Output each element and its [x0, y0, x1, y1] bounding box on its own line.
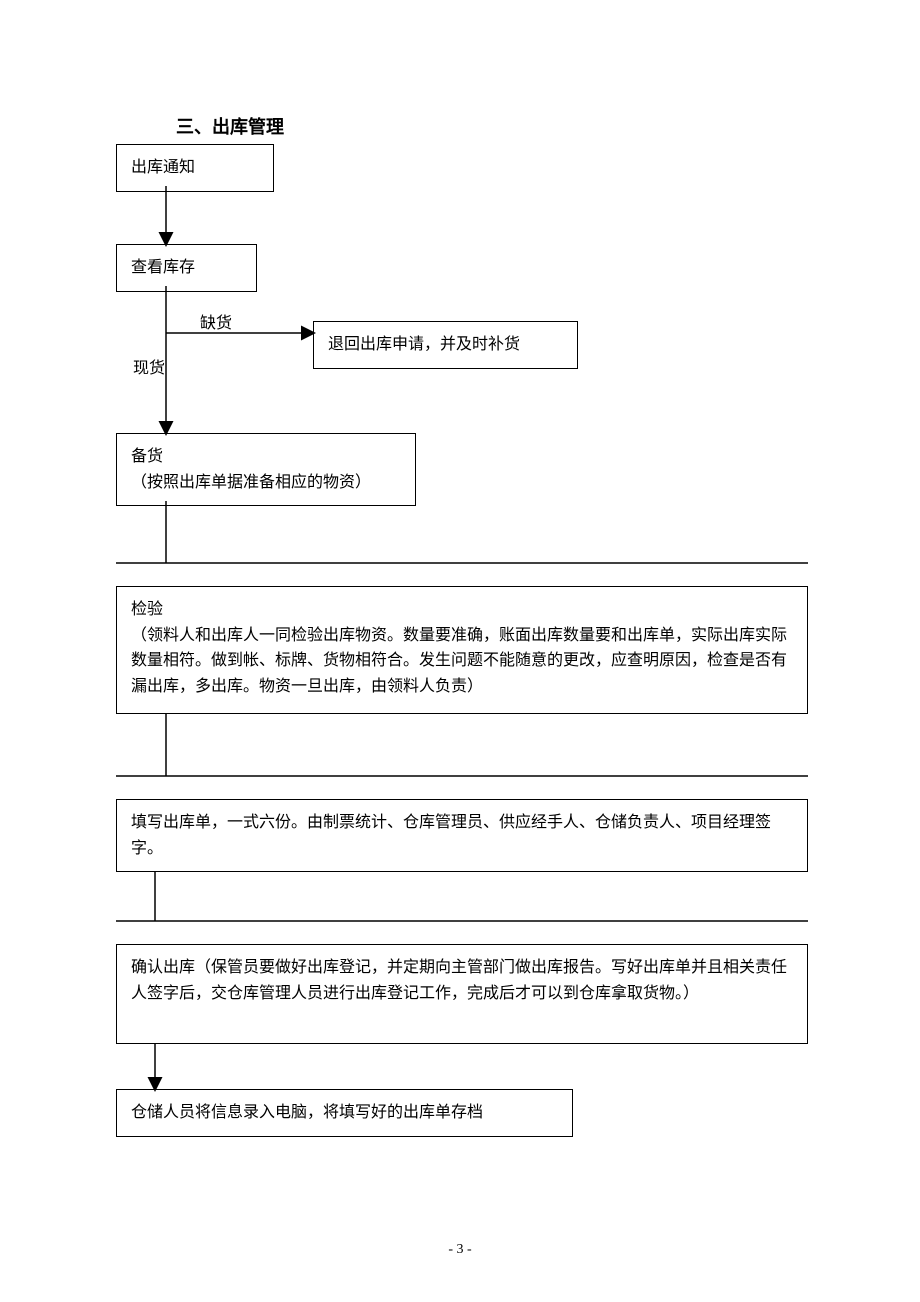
node-line2: （领料人和出库人一同检验出库物资。数量要准确，账面出库数量要和出库单，实际出库实… — [131, 627, 787, 695]
node-confirm-outbound: 确认出库（保管员要做好出库登记，并定期向主管部门做出库报告。写好出库单并且相关责… — [116, 944, 808, 1044]
node-text: 仓储人员将信息录入电脑，将填写好的出库单存档 — [131, 1104, 483, 1121]
node-label: 查看库存 — [131, 259, 195, 276]
node-prepare-goods: 备货 （按照出库单据准备相应的物资） — [116, 433, 416, 506]
node-line1: 检验 — [131, 601, 163, 618]
page-number: - 3 - — [448, 1242, 471, 1258]
node-text: 确认出库（保管员要做好出库登记，并定期向主管部门做出库报告。写好出库单并且相关责… — [131, 959, 787, 1002]
node-return-request: 退回出库申请，并及时补货 — [313, 321, 578, 369]
node-outbound-notice: 出库通知 — [116, 144, 274, 192]
node-text: 填写出库单，一式六份。由制票统计、仓库管理员、供应经手人、仓储负责人、项目经理签… — [131, 814, 771, 857]
node-label: 出库通知 — [131, 159, 195, 176]
node-check-stock: 查看库存 — [116, 244, 257, 292]
node-archive: 仓储人员将信息录入电脑，将填写好的出库单存档 — [116, 1089, 573, 1137]
node-label: 退回出库申请，并及时补货 — [328, 336, 520, 353]
node-inspection: 检验 （领料人和出库人一同检验出库物资。数量要准确，账面出库数量要和出库单，实际… — [116, 586, 808, 714]
node-fill-form: 填写出库单，一式六份。由制票统计、仓库管理员、供应经手人、仓储负责人、项目经理签… — [116, 799, 808, 872]
edge-label-instock: 现货 — [133, 354, 165, 378]
section-title: 三、出库管理 — [176, 113, 284, 139]
node-line2: （按照出库单据准备相应的物资） — [131, 474, 371, 491]
edge-label-shortage: 缺货 — [200, 309, 232, 333]
node-line1: 备货 — [131, 448, 163, 465]
